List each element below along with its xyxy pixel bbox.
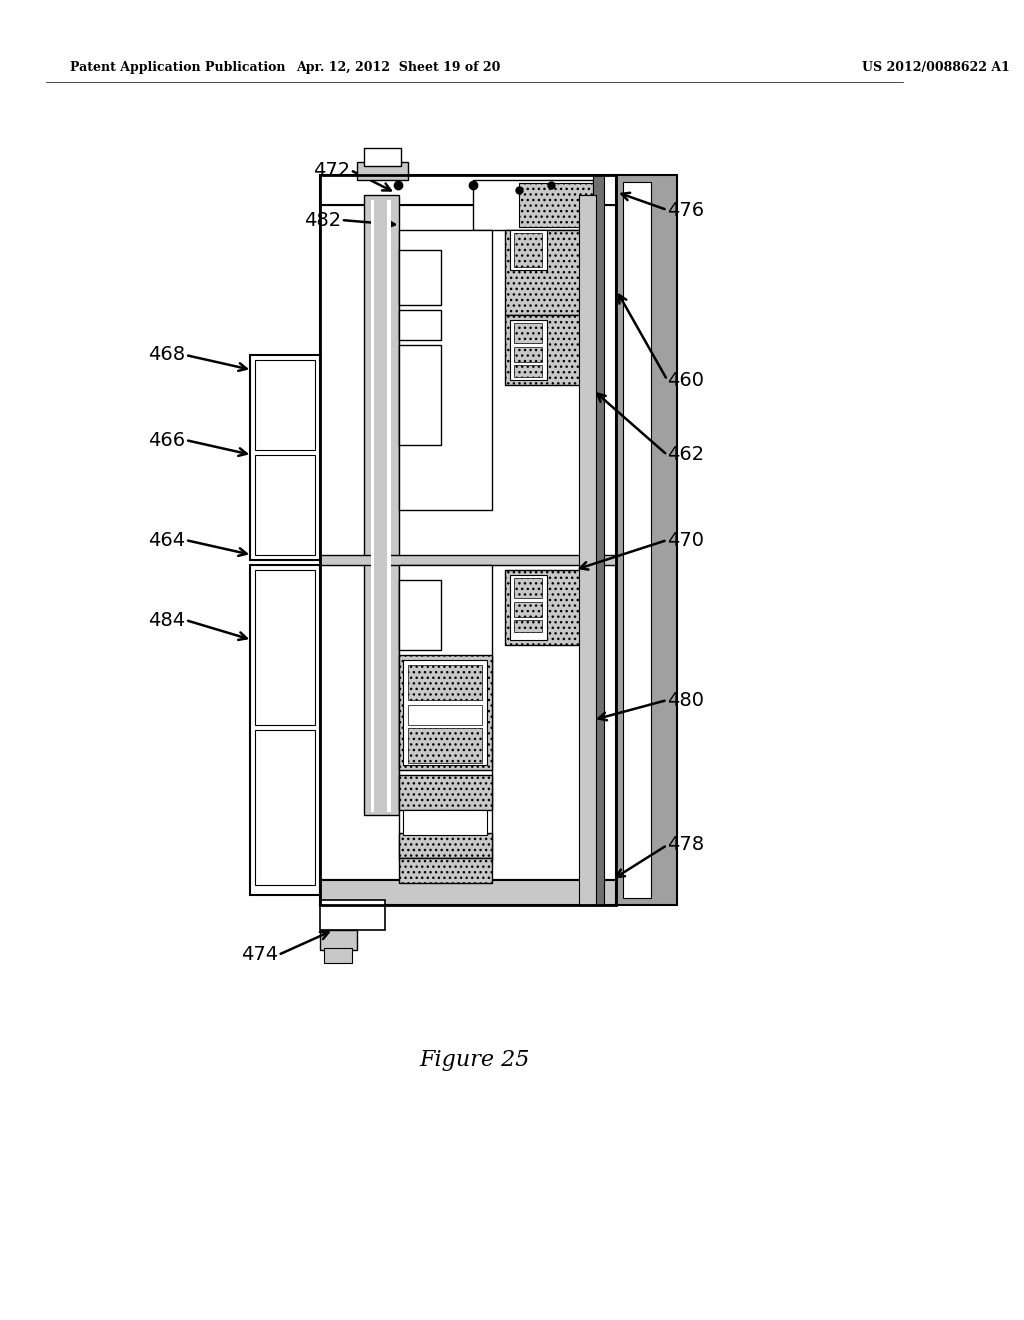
Text: Apr. 12, 2012  Sheet 19 of 20: Apr. 12, 2012 Sheet 19 of 20 xyxy=(296,62,501,74)
Bar xyxy=(580,195,596,906)
Text: 472: 472 xyxy=(313,161,350,180)
Bar xyxy=(325,948,352,964)
Text: 476: 476 xyxy=(668,201,705,219)
Bar xyxy=(408,729,482,763)
Bar xyxy=(519,183,593,227)
Bar xyxy=(255,360,315,450)
Text: 484: 484 xyxy=(148,610,185,630)
Bar xyxy=(319,554,616,565)
Bar xyxy=(255,730,315,884)
Bar xyxy=(319,176,616,906)
Bar xyxy=(319,176,616,205)
Bar xyxy=(399,310,441,341)
Bar xyxy=(403,810,486,836)
Bar xyxy=(319,931,356,950)
Bar xyxy=(623,182,650,898)
Bar xyxy=(319,565,616,880)
Text: 480: 480 xyxy=(668,690,705,710)
Bar xyxy=(365,195,399,814)
Bar xyxy=(510,230,547,271)
Text: 482: 482 xyxy=(304,210,341,230)
Text: US 2012/0088622 A1: US 2012/0088622 A1 xyxy=(862,62,1010,74)
Bar xyxy=(399,655,493,770)
Text: 470: 470 xyxy=(668,531,705,549)
Bar xyxy=(399,775,493,810)
Bar xyxy=(514,347,542,362)
Bar xyxy=(399,565,493,861)
Bar xyxy=(356,162,408,180)
Bar xyxy=(408,705,482,725)
Bar xyxy=(399,249,441,305)
Bar xyxy=(514,366,542,378)
Bar xyxy=(319,880,616,906)
Bar xyxy=(250,565,319,895)
Bar xyxy=(514,323,542,343)
Bar xyxy=(505,230,593,315)
Bar xyxy=(255,455,315,554)
Text: 464: 464 xyxy=(148,531,185,549)
Text: 474: 474 xyxy=(241,945,279,965)
Bar xyxy=(255,570,315,725)
Text: 478: 478 xyxy=(668,836,705,854)
Bar xyxy=(399,579,441,649)
Bar xyxy=(399,230,493,510)
Text: Patent Application Publication: Patent Application Publication xyxy=(70,62,285,74)
Text: 460: 460 xyxy=(668,371,705,389)
Text: 468: 468 xyxy=(148,346,185,364)
Bar xyxy=(399,833,493,858)
Bar xyxy=(319,205,616,560)
Bar xyxy=(505,315,593,385)
Bar xyxy=(403,660,486,766)
Text: 466: 466 xyxy=(148,430,185,450)
Bar xyxy=(514,578,542,598)
Text: 462: 462 xyxy=(668,446,705,465)
Bar xyxy=(365,148,401,166)
Bar xyxy=(399,345,441,445)
Text: Figure 25: Figure 25 xyxy=(419,1049,529,1071)
Bar xyxy=(510,319,547,380)
Bar xyxy=(593,176,604,906)
Bar xyxy=(514,620,542,632)
Bar xyxy=(514,234,542,267)
Bar xyxy=(375,201,387,812)
Bar xyxy=(408,665,482,700)
Bar xyxy=(319,900,385,931)
Bar xyxy=(250,355,319,560)
Bar xyxy=(514,602,542,616)
Bar xyxy=(505,570,593,645)
Bar xyxy=(399,858,493,883)
Bar xyxy=(616,176,677,906)
Bar xyxy=(371,201,391,812)
Bar xyxy=(510,576,547,640)
Bar xyxy=(473,180,593,230)
